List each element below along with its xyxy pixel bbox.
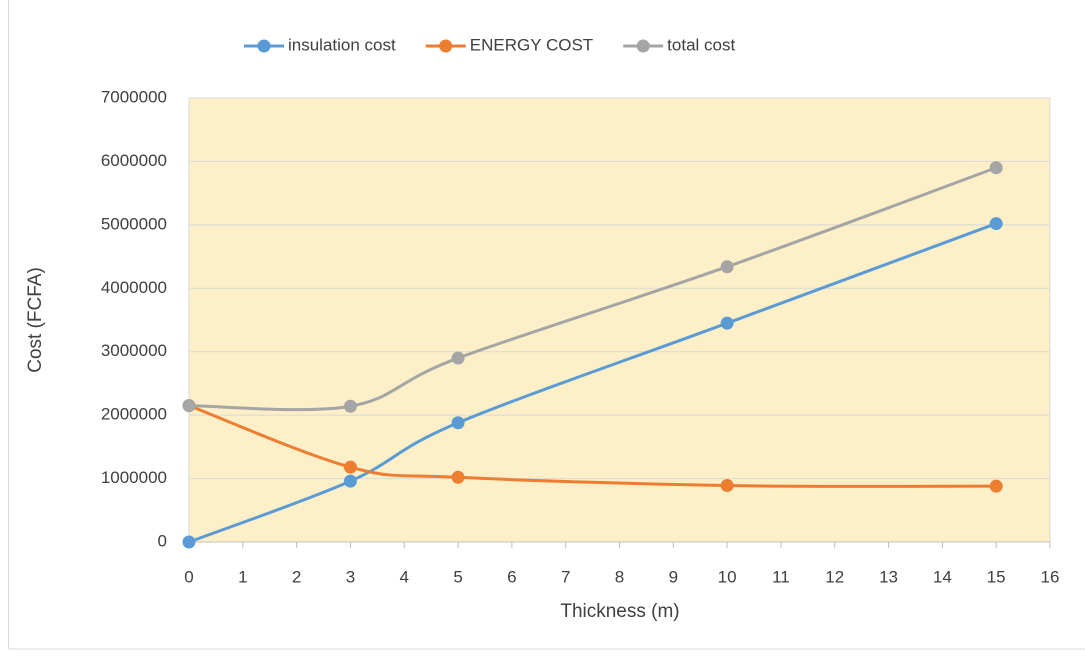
y-tick-label: 4000000: [101, 278, 167, 297]
data-point: [989, 217, 1003, 231]
data-point: [720, 316, 734, 330]
x-tick-label: 15: [987, 567, 1006, 586]
legend-label: ENERGY COST: [470, 35, 593, 54]
x-tick-label: 11: [772, 567, 790, 586]
y-tick-label: 6000000: [101, 151, 167, 170]
data-point: [451, 416, 465, 430]
x-tick-label: 2: [292, 567, 301, 586]
x-tick-label: 5: [453, 567, 462, 586]
data-point: [989, 479, 1003, 493]
data-point: [343, 474, 357, 488]
legend-marker: [636, 39, 650, 53]
x-tick-label: 14: [933, 567, 952, 586]
data-point: [182, 535, 196, 549]
legend-label: total cost: [667, 35, 735, 54]
x-tick-label: 9: [669, 567, 678, 586]
x-tick-label: 3: [346, 567, 355, 586]
data-point: [720, 479, 734, 493]
y-tick-label: 5000000: [101, 214, 167, 233]
series-line: [188, 222, 997, 544]
x-tick-label: 12: [825, 567, 844, 586]
data-point: [451, 470, 465, 484]
series-line: [188, 404, 997, 488]
y-tick-label: 3000000: [101, 341, 167, 360]
x-tick-label: 0: [184, 567, 193, 586]
data-point: [989, 161, 1003, 175]
legend-label: insulation cost: [288, 35, 396, 54]
x-tick-label: 13: [879, 567, 898, 586]
x-tick-label: 8: [615, 567, 624, 586]
data-point: [720, 260, 734, 274]
y-tick-label: 2000000: [101, 405, 167, 424]
data-point: [343, 460, 357, 474]
x-tick-label: 7: [561, 567, 570, 586]
x-tick-label: 4: [400, 567, 409, 586]
legend-marker: [257, 39, 271, 53]
y-tick-label: 1000000: [101, 468, 167, 487]
x-tick-label: 6: [507, 567, 516, 586]
x-axis-title: Thickness (m): [560, 601, 679, 622]
legend-marker: [439, 39, 453, 53]
y-tick-label: 0: [158, 531, 167, 550]
data-point: [451, 351, 465, 365]
data-point: [343, 399, 357, 413]
y-tick-label: 7000000: [101, 87, 167, 106]
y-axis-title: Cost (FCFA): [25, 267, 46, 373]
series-line: [188, 166, 997, 412]
data-point: [182, 399, 196, 413]
x-tick-label: 1: [238, 567, 247, 586]
x-tick-label: 10: [718, 567, 737, 586]
plot-area: [188, 97, 1051, 543]
x-tick-label: 16: [1041, 567, 1060, 586]
